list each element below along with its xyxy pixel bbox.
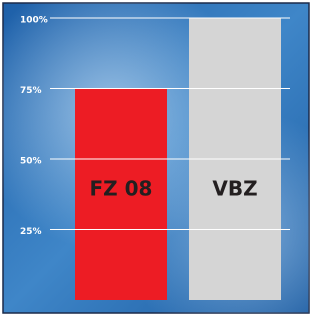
y-tick-label: 100% <box>20 16 48 26</box>
y-tick-label: 75% <box>20 86 42 96</box>
bar-category-label: VBZ <box>212 177 257 201</box>
y-tick-label: 25% <box>20 227 42 237</box>
y-tick-label: 50% <box>20 157 42 167</box>
bar-category-label: FZ 08 <box>90 177 153 201</box>
chart: FZ 08 VBZ 25% 50% 75% 100% <box>0 0 312 316</box>
